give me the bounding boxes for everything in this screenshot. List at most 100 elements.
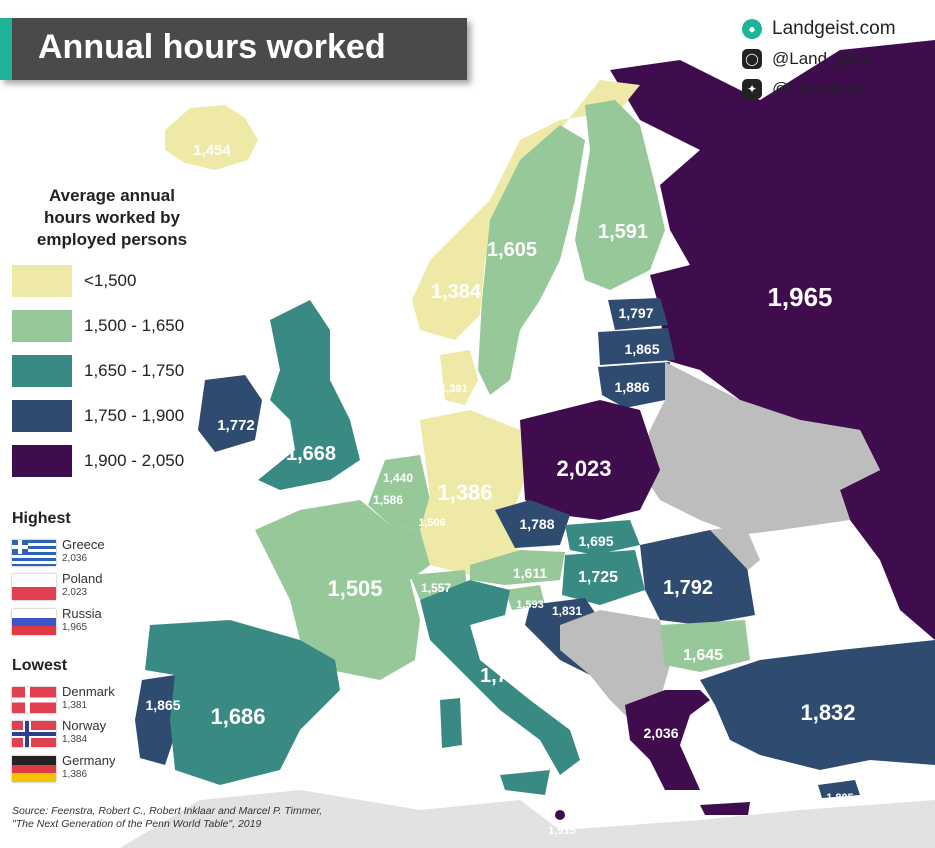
lowest-title: Lowest bbox=[12, 657, 68, 674]
turkey-value: 1,832 bbox=[800, 700, 855, 725]
czechia-value: 1,788 bbox=[519, 516, 554, 532]
italy-region bbox=[420, 580, 580, 775]
rank-value: 2,023 bbox=[62, 587, 88, 598]
brand-instagram: @Land_geist bbox=[772, 49, 873, 68]
rank-value: 1,381 bbox=[62, 700, 88, 711]
highest-title: Highest bbox=[12, 510, 71, 527]
greece-flag-icon bbox=[12, 540, 56, 566]
crete-region bbox=[700, 802, 750, 815]
rank-name: Norway bbox=[62, 718, 107, 733]
iceland-value: 1,454 bbox=[193, 142, 231, 159]
legend-label: 1,650 - 1,750 bbox=[84, 361, 185, 380]
legend-swatch bbox=[12, 265, 72, 297]
brand-instagram-row[interactable]: ◯ @Land_geist bbox=[742, 44, 896, 74]
croatia-value: 1,831 bbox=[552, 604, 582, 618]
slovenia-region bbox=[505, 585, 545, 610]
denmark-region bbox=[440, 350, 478, 405]
turkey-region bbox=[700, 640, 935, 770]
rank-name: Germany bbox=[62, 753, 116, 768]
lowest-item-norway: Norway 1,384 bbox=[12, 718, 162, 748]
lithuania-region bbox=[598, 362, 670, 408]
sweden-region bbox=[478, 125, 585, 395]
portugal-region bbox=[135, 675, 180, 765]
ireland-value: 1,772 bbox=[217, 417, 255, 434]
legend-bin-3: 1,650 - 1,750 bbox=[12, 355, 212, 387]
norway-region bbox=[412, 80, 640, 340]
hungary-value: 1,725 bbox=[578, 569, 618, 586]
source-line-2: "The Next Generation of the Penn World T… bbox=[12, 818, 262, 830]
source-line-1: Source: Feenstra, Robert C., Robert Inkl… bbox=[12, 805, 323, 817]
germany-flag-icon bbox=[12, 756, 56, 782]
austria-region bbox=[470, 550, 565, 585]
estonia-value: 1,797 bbox=[618, 305, 653, 321]
globe-icon: ● bbox=[742, 19, 762, 39]
switzerland-value: 1,557 bbox=[421, 581, 451, 595]
cyprus-region bbox=[818, 780, 860, 798]
rank-name: Greece bbox=[62, 537, 105, 552]
hungary-region bbox=[562, 550, 645, 605]
belgium-value: 1,586 bbox=[373, 493, 403, 507]
estonia-region bbox=[608, 298, 668, 330]
germany-value: 1,386 bbox=[437, 480, 492, 505]
greece-region bbox=[625, 690, 710, 790]
france-region bbox=[255, 500, 430, 680]
brand-site-row[interactable]: ● Landgeist.com bbox=[742, 14, 896, 44]
legend-bin-4: 1,750 - 1,900 bbox=[12, 400, 212, 432]
slovakia-value: 1,695 bbox=[578, 533, 613, 549]
austria-value: 1,611 bbox=[513, 565, 547, 581]
malta-region bbox=[555, 810, 565, 820]
czechia-region bbox=[495, 500, 570, 548]
france-value: 1,505 bbox=[327, 576, 382, 601]
rank-name: Poland bbox=[62, 571, 103, 586]
twitter-icon: ✦ bbox=[742, 79, 762, 99]
poland-region bbox=[520, 400, 660, 520]
sicily-region bbox=[500, 770, 550, 795]
rank-value: 1,965 bbox=[62, 622, 88, 633]
brand-twitter: @Landgeist bbox=[772, 79, 863, 98]
legend-title-3: employed persons bbox=[36, 230, 188, 249]
belarus-ukraine-region bbox=[640, 362, 880, 535]
sweden-value: 1,605 bbox=[487, 239, 537, 261]
sardinia-region bbox=[440, 698, 462, 748]
legend-swatch bbox=[12, 355, 72, 387]
malta-value: 1,915 bbox=[548, 825, 576, 837]
legend-title-1: Average annual bbox=[49, 186, 175, 205]
lowest-item-denmark: Denmark 1,381 bbox=[12, 684, 162, 714]
legend-label: 1,750 - 1,900 bbox=[84, 406, 185, 425]
finland-value: 1,591 bbox=[598, 221, 648, 243]
legend-swatch bbox=[12, 310, 72, 342]
highest-item-greece: Greece 2,036 bbox=[12, 537, 162, 567]
netherlands-value: 1,440 bbox=[383, 471, 413, 485]
instagram-icon: ◯ bbox=[742, 49, 762, 69]
bulgaria-value: 1,645 bbox=[683, 647, 723, 664]
greece-value: 2,036 bbox=[643, 725, 678, 741]
russia-value: 1,965 bbox=[767, 282, 832, 312]
benelux-region bbox=[368, 455, 430, 530]
latvia-region bbox=[598, 328, 675, 365]
rank-value: 2,036 bbox=[62, 553, 88, 564]
uk-region bbox=[258, 300, 360, 490]
ireland-region bbox=[198, 375, 262, 452]
finland-region bbox=[575, 100, 665, 290]
italy-value: 1,718 bbox=[480, 665, 530, 687]
latvia-value: 1,865 bbox=[624, 341, 659, 357]
brand-site: Landgeist.com bbox=[772, 18, 896, 39]
iceland-region bbox=[165, 105, 258, 170]
lowest-item-germany: Germany 1,386 bbox=[12, 753, 162, 783]
title-banner: Annual hours worked bbox=[0, 18, 467, 80]
norway-value: 1,384 bbox=[431, 281, 482, 303]
russia-region bbox=[610, 40, 935, 640]
poland-flag-icon bbox=[12, 574, 56, 600]
brand-twitter-row[interactable]: ✦ @Landgeist bbox=[742, 74, 896, 104]
germany-region bbox=[420, 410, 525, 575]
cyprus-value: 1,805 bbox=[826, 792, 854, 804]
norway-flag-icon bbox=[12, 721, 56, 747]
spain-value: 1,686 bbox=[210, 704, 265, 729]
portugal-value: 1,865 bbox=[145, 697, 180, 713]
denmark-value: 1,381 bbox=[440, 383, 468, 395]
source-note: Source: Feenstra, Robert C., Robert Inkl… bbox=[12, 805, 402, 831]
rank-name: Denmark bbox=[62, 684, 115, 699]
uk-value: 1,668 bbox=[286, 443, 336, 465]
spain-region bbox=[145, 620, 340, 785]
